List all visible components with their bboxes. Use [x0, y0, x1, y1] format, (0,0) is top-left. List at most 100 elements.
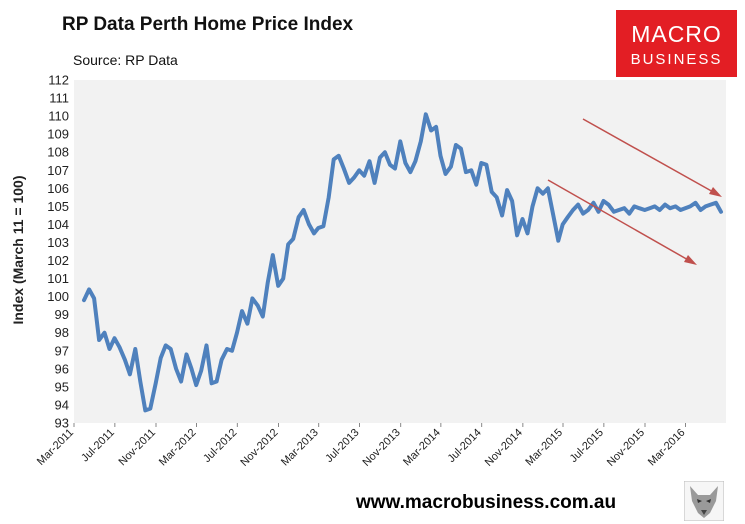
data-point [469, 168, 473, 172]
data-point [586, 208, 590, 212]
logo-line-2: BUSINESS [630, 51, 723, 68]
data-point [648, 206, 652, 210]
data-point [174, 367, 178, 371]
data-point [510, 199, 514, 203]
data-point [352, 175, 356, 180]
data-point [302, 208, 306, 212]
data-point [429, 128, 433, 133]
data-point [117, 345, 122, 349]
y-tick-label: 101 [47, 271, 69, 286]
data-point [87, 287, 91, 291]
trend-arrows [547, 118, 722, 265]
data-point [408, 170, 412, 174]
y-tick-label: 109 [47, 127, 69, 142]
data-point [261, 314, 265, 319]
data-point [230, 349, 234, 353]
data-point [643, 208, 647, 212]
data-point [373, 181, 377, 185]
data-point [307, 222, 311, 226]
data-point [424, 112, 428, 116]
y-tick-label: 104 [47, 217, 69, 232]
x-tick-label: Nov-2012 [238, 427, 280, 469]
y-tick-label: 111 [49, 91, 69, 106]
data-point [612, 210, 616, 214]
data-point [398, 139, 402, 143]
data-point [678, 208, 683, 212]
data-point [627, 212, 631, 216]
data-point [235, 331, 239, 335]
chart-source: Source: RP Data [73, 52, 178, 68]
y-tick-label: 95 [55, 379, 69, 394]
data-point [490, 190, 494, 194]
data-point [297, 215, 301, 219]
data-point [637, 206, 641, 210]
y-axis: 93 94 95 96 97 98 99 100 101 102 103 104 105 106 107 10… [47, 73, 69, 431]
data-point [312, 231, 316, 235]
data-point [561, 222, 565, 226]
data-point [357, 168, 361, 172]
trend-arrow-upper [582, 118, 716, 194]
y-tick-label: 93 [55, 416, 69, 431]
data-point [556, 239, 560, 243]
data-point [581, 212, 585, 216]
x-tick-label: Nov-2015 [605, 427, 647, 469]
data-point [601, 199, 606, 203]
y-tick-label: 97 [55, 343, 69, 358]
macrobusiness-logo: MACRO BUSINESS [616, 10, 737, 77]
data-point [286, 242, 290, 246]
data-point [413, 159, 417, 163]
data-point [500, 213, 504, 217]
data-point [199, 369, 203, 373]
x-tick-label: Nov-2013 [361, 427, 403, 469]
data-point [622, 206, 626, 210]
data-point [683, 206, 687, 210]
data-point [266, 280, 270, 284]
data-point [699, 208, 703, 212]
data-point [169, 347, 173, 351]
data-point [704, 204, 708, 208]
data-point [204, 343, 209, 347]
data-point [653, 204, 657, 208]
data-point [596, 210, 601, 214]
x-tick-label: Jul-2011 [79, 427, 117, 465]
y-tick-label: 103 [47, 235, 69, 250]
data-point [591, 201, 596, 205]
data-point [367, 159, 372, 163]
data-point [546, 186, 550, 190]
footer-url: www.macrobusiness.com.au [356, 492, 617, 513]
data-point [658, 208, 662, 212]
data-point [388, 163, 392, 167]
data-point [362, 174, 366, 178]
y-tick-label: 96 [55, 361, 69, 376]
data-point [719, 210, 723, 214]
x-tick-label: Jul-2014 [445, 427, 483, 465]
data-point [148, 407, 152, 411]
data-point [337, 154, 341, 158]
data-point [673, 204, 678, 208]
data-point [617, 208, 621, 212]
data-point [154, 381, 158, 385]
x-tick-label: Mar-2011 [35, 427, 76, 468]
data-point [143, 408, 147, 412]
data-point [291, 237, 295, 241]
data-point [189, 367, 194, 371]
data-point [256, 304, 260, 308]
data-point [449, 165, 453, 169]
y-tick-label: 100 [47, 289, 69, 304]
data-point [92, 296, 96, 300]
data-point [571, 208, 575, 212]
plot-area [74, 80, 726, 423]
data-point [342, 166, 346, 171]
trend-arrow-lower-head [684, 255, 697, 265]
data-point [179, 379, 183, 384]
chart-title: RP Data Perth Home Price Index [62, 14, 354, 35]
data-point [688, 204, 692, 208]
x-tick-label: Nov-2011 [116, 427, 158, 469]
wolf-head-icon [684, 481, 724, 521]
y-tick-label: 108 [47, 145, 69, 160]
data-point [245, 322, 249, 326]
data-point [393, 166, 397, 171]
data-point [576, 203, 580, 207]
y-tick-label: 94 [55, 397, 69, 412]
